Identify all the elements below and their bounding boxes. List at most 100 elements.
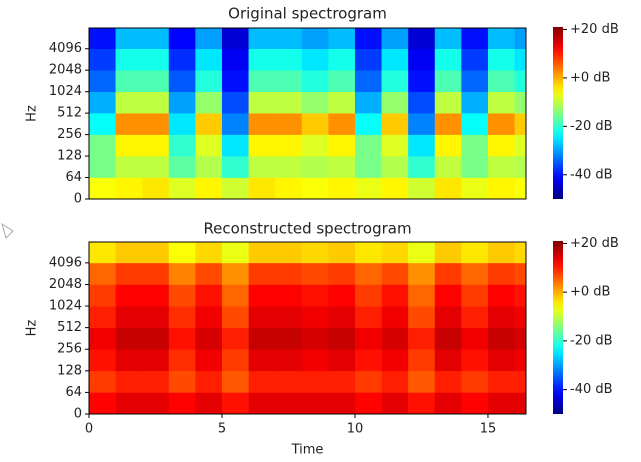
heatmap-cell	[461, 370, 489, 393]
heatmap-cell	[221, 327, 249, 350]
heatmap-cell	[275, 349, 303, 372]
y-tick-label: 2048	[49, 63, 82, 78]
heatmap-cell	[221, 242, 249, 264]
heatmap-cell	[142, 392, 170, 415]
heatmap-cell	[221, 91, 249, 114]
y-tick-label: 512	[57, 106, 82, 121]
heatmap-cell	[381, 284, 409, 307]
heatmap-cell	[115, 349, 143, 372]
heatmap-cell	[354, 370, 382, 393]
heatmap-cell	[248, 113, 276, 135]
heatmap-cell	[487, 392, 515, 415]
heatmap-cell	[514, 370, 527, 393]
heatmap-cell	[115, 28, 143, 50]
heatmap-cell	[487, 349, 515, 372]
heatmap-cell	[487, 370, 515, 393]
heatmap-cell	[168, 242, 196, 264]
heatmap-cell	[142, 262, 170, 285]
heatmap-cell	[461, 48, 489, 71]
heatmap-cell	[434, 156, 462, 178]
heatmap-cell	[195, 70, 223, 92]
heatmap-cell	[487, 48, 515, 71]
heatmap-cell	[89, 392, 116, 415]
x-tick-label: 10	[347, 422, 364, 437]
heatmap-cell	[195, 392, 223, 415]
heatmap-cell	[514, 134, 527, 157]
heatmap-cell	[89, 156, 116, 178]
heatmap-cell	[461, 156, 489, 178]
heatmap-cell	[275, 242, 303, 264]
heatmap-cell	[275, 262, 303, 285]
heatmap-cell	[514, 392, 527, 415]
heatmap-cell	[514, 70, 527, 92]
heatmap-cell	[248, 70, 276, 92]
heatmap-cell	[89, 91, 116, 114]
heatmap-cell	[328, 177, 356, 200]
heatmap-cell	[168, 327, 196, 350]
x-tick-label: 15	[480, 422, 497, 437]
heatmap-cell	[89, 48, 116, 71]
heatmap-cell	[461, 28, 489, 50]
heatmap-cell	[275, 156, 303, 178]
heatmap-cell	[221, 177, 249, 200]
heatmap-cell	[461, 262, 489, 285]
y-tick-label: 512	[57, 320, 82, 335]
heatmap-cell	[221, 70, 249, 92]
heatmap-cell	[381, 113, 409, 135]
heatmap-cell	[221, 28, 249, 50]
heatmap-cell	[195, 134, 223, 157]
heatmap-cell	[434, 177, 462, 200]
heatmap-cell	[461, 306, 489, 328]
heatmap-cell	[221, 48, 249, 71]
heatmap-cell	[381, 306, 409, 328]
heatmap-cell	[514, 306, 527, 328]
heatmap-cell	[248, 370, 276, 393]
heatmap-cell	[195, 370, 223, 393]
heatmap-cell	[328, 284, 356, 307]
heatmap-cell	[408, 284, 436, 307]
heatmap-cell	[301, 91, 329, 114]
heatmap-cell	[168, 349, 196, 372]
heatmap-cell	[408, 156, 436, 178]
x-axis-label: Time	[291, 443, 324, 458]
heatmap-cell	[328, 48, 356, 71]
heatmap-cell	[408, 392, 436, 415]
heatmap-cell	[408, 306, 436, 328]
heatmap-cell	[195, 177, 223, 200]
heatmap-cell	[89, 113, 116, 135]
heatmap-cell	[408, 262, 436, 285]
colorbar-tick-label: +0 dB	[570, 70, 610, 85]
heatmap-cell	[381, 156, 409, 178]
heatmap-cell	[461, 327, 489, 350]
heatmap-cell	[328, 306, 356, 328]
colorbar-tick-label: -40 dB	[570, 167, 613, 182]
heatmap-cell	[434, 262, 462, 285]
heatmap-cell	[195, 48, 223, 71]
heatmap-cell	[168, 306, 196, 328]
heatmap-cell	[434, 349, 462, 372]
heatmap-cell	[275, 28, 303, 50]
heatmap-cell	[248, 242, 276, 264]
heatmap-cell	[115, 306, 143, 328]
heatmap-cell	[142, 113, 170, 135]
heatmap-cell	[461, 392, 489, 415]
heatmap-cell	[328, 28, 356, 50]
heatmap-cell	[89, 306, 116, 328]
heatmap-cell	[301, 48, 329, 71]
heatmap-cell	[221, 370, 249, 393]
heatmap-cell	[142, 284, 170, 307]
heatmap-cell	[142, 306, 170, 328]
heatmap-cell	[168, 28, 196, 50]
heatmap-cell	[89, 327, 116, 350]
heatmap-cell	[142, 242, 170, 264]
heatmap-cell	[487, 262, 515, 285]
heatmap-cell	[381, 327, 409, 350]
y-axis-label: Hz	[25, 105, 40, 122]
y-axis-label: Hz	[25, 320, 40, 337]
heatmap-cell	[195, 262, 223, 285]
heatmap-cell	[221, 349, 249, 372]
heatmap-cell	[168, 370, 196, 393]
heatmap-cell	[115, 262, 143, 285]
heatmap-cell	[381, 48, 409, 71]
heatmap-cell	[408, 327, 436, 350]
